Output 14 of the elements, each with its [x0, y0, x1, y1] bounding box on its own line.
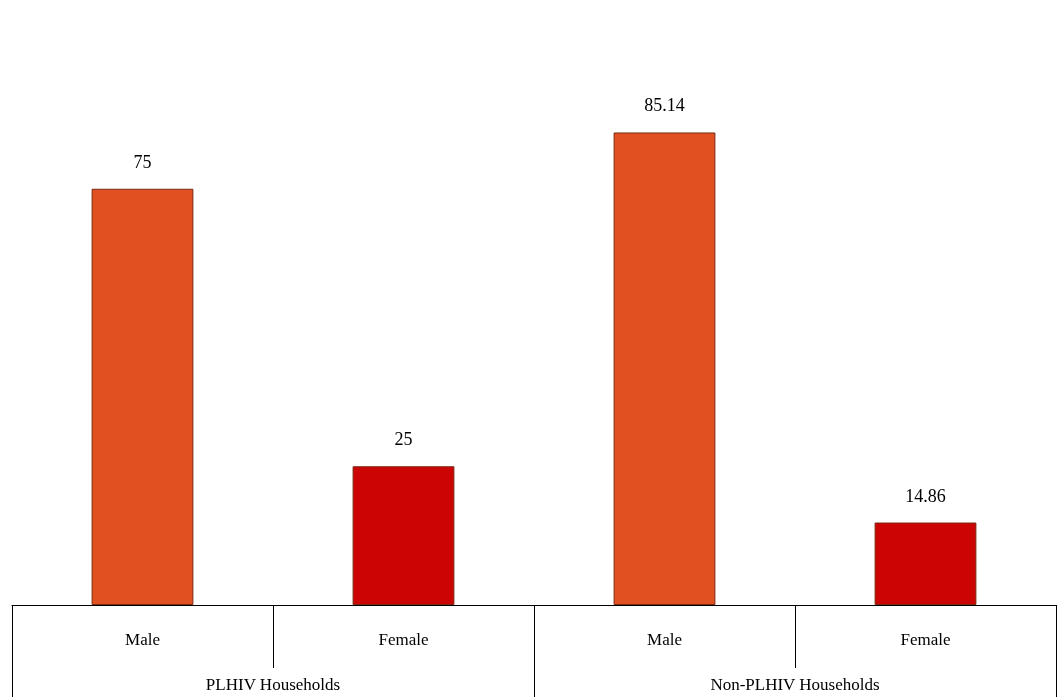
x-tick-label: Female	[378, 630, 429, 649]
text: Non-PLHIV Households	[710, 675, 880, 694]
bar	[91, 188, 194, 605]
data-label: 85.14	[644, 95, 685, 116]
x-tick-label: Female	[900, 630, 951, 649]
text: PLHIV Households	[205, 675, 341, 694]
x-tick-label: Male	[647, 630, 682, 649]
bar	[352, 466, 455, 605]
data-label: 14.86	[905, 485, 946, 506]
bar	[613, 132, 716, 605]
x-tick-label: Male	[125, 630, 160, 649]
bar	[874, 522, 977, 605]
data-label: 25	[394, 429, 413, 450]
data-label: 75	[133, 151, 152, 172]
